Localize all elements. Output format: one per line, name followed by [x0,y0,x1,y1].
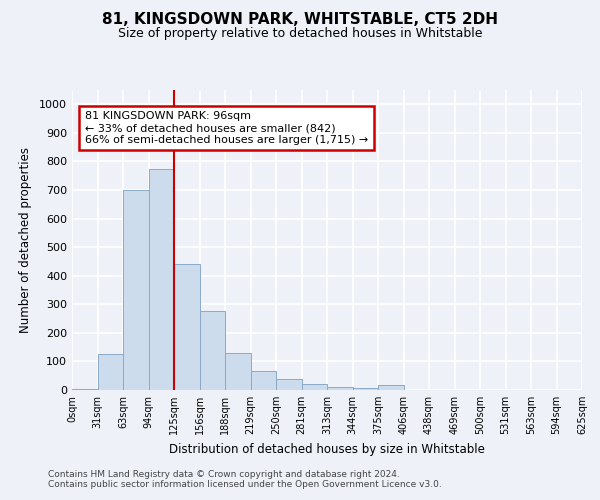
Bar [199,312,225,390]
Text: Distribution of detached houses by size in Whitstable: Distribution of detached houses by size … [169,442,485,456]
Bar [353,388,378,390]
Bar [378,385,404,390]
Bar [225,353,251,390]
Bar [97,354,123,390]
Text: Size of property relative to detached houses in Whitstable: Size of property relative to detached ho… [118,28,482,40]
Text: Contains HM Land Registry data © Crown copyright and database right 2024.: Contains HM Land Registry data © Crown c… [48,470,400,479]
Y-axis label: Number of detached properties: Number of detached properties [19,147,32,333]
Text: 81 KINGSDOWN PARK: 96sqm
← 33% of detached houses are smaller (842)
66% of semi-: 81 KINGSDOWN PARK: 96sqm ← 33% of detach… [85,112,368,144]
Bar [251,370,276,390]
Bar [327,386,353,390]
Bar [302,384,327,390]
Text: 81, KINGSDOWN PARK, WHITSTABLE, CT5 2DH: 81, KINGSDOWN PARK, WHITSTABLE, CT5 2DH [102,12,498,28]
Bar [276,379,302,390]
Bar [72,388,97,390]
Bar [123,190,149,390]
Bar [149,168,174,390]
Text: Contains public sector information licensed under the Open Government Licence v3: Contains public sector information licen… [48,480,442,489]
Bar [174,264,199,390]
